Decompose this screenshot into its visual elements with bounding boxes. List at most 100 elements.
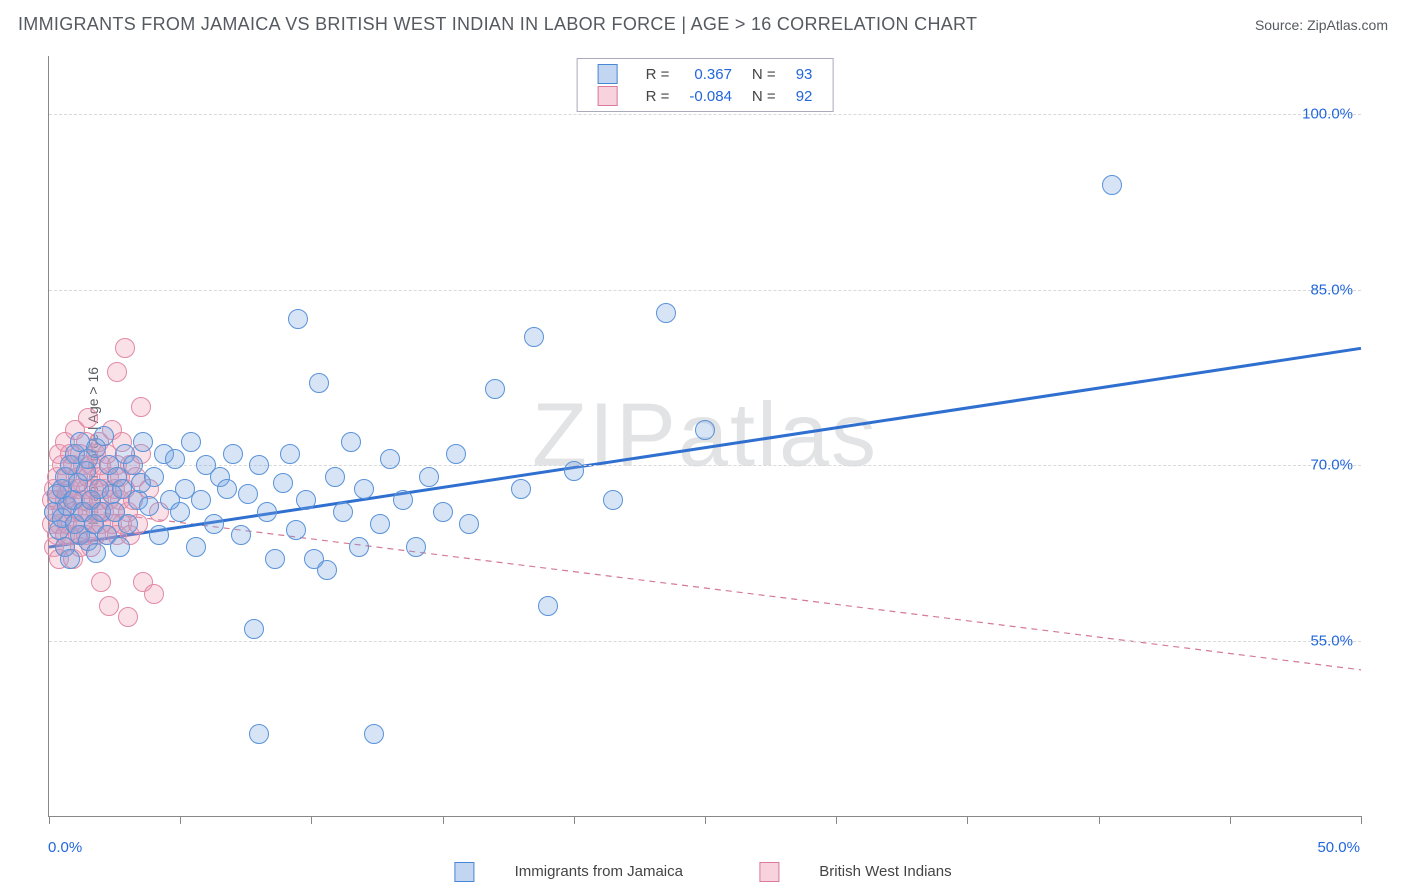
legend-row-pink: R = -0.084 N = 92 [588, 85, 823, 107]
data-point-blue [370, 514, 390, 534]
data-point-blue [524, 327, 544, 347]
data-point-blue [380, 449, 400, 469]
data-point-blue [564, 461, 584, 481]
data-point-blue [231, 525, 251, 545]
data-point-blue [406, 537, 426, 557]
x-tick [49, 816, 50, 824]
plot-area: ZIPatlas R = 0.367 N = 93 R = -0.084 N =… [48, 56, 1361, 817]
data-point-blue [94, 426, 114, 446]
data-point-blue [144, 467, 164, 487]
x-axis-label-left: 0.0% [48, 839, 82, 856]
r-value-pink: -0.084 [679, 85, 742, 107]
data-point-blue [170, 502, 190, 522]
data-point-blue [341, 432, 361, 452]
swatch-blue-icon [454, 862, 474, 882]
gridline [49, 114, 1361, 115]
title-bar: IMMIGRANTS FROM JAMAICA VS BRITISH WEST … [18, 14, 1388, 35]
data-point-blue [60, 549, 80, 569]
data-point-blue [265, 549, 285, 569]
data-point-blue [446, 444, 466, 464]
data-point-blue [149, 525, 169, 545]
data-point-blue [181, 432, 201, 452]
y-tick-label: 100.0% [1302, 106, 1353, 123]
x-tick [180, 816, 181, 824]
data-point-blue [538, 596, 558, 616]
r-label: R = [636, 63, 680, 85]
data-point-blue [603, 490, 623, 510]
x-tick [574, 816, 575, 824]
x-tick [443, 816, 444, 824]
data-point-blue [309, 373, 329, 393]
data-point-blue [217, 479, 237, 499]
trend-line-blue [49, 348, 1361, 547]
y-tick-label: 55.0% [1310, 632, 1353, 649]
data-point-blue [288, 309, 308, 329]
gridline [49, 290, 1361, 291]
legend-pink-label: British West Indians [819, 863, 951, 880]
data-point-pink [118, 607, 138, 627]
source-label: Source: ZipAtlas.com [1255, 17, 1388, 33]
data-point-blue [257, 502, 277, 522]
legend-blue-label: Immigrants from Jamaica [515, 863, 683, 880]
data-point-blue [317, 560, 337, 580]
data-point-pink [78, 408, 98, 428]
x-tick [1230, 816, 1231, 824]
x-tick [311, 816, 312, 824]
x-tick [1361, 816, 1362, 824]
data-point-pink [144, 584, 164, 604]
data-point-blue [296, 490, 316, 510]
data-point-blue [393, 490, 413, 510]
n-value-blue: 93 [786, 63, 823, 85]
x-tick [705, 816, 706, 824]
x-tick [1099, 816, 1100, 824]
legend-pink: British West Indians [741, 863, 969, 880]
data-point-blue [191, 490, 211, 510]
data-point-blue [133, 432, 153, 452]
chart-title: IMMIGRANTS FROM JAMAICA VS BRITISH WEST … [18, 14, 977, 35]
data-point-blue [1102, 175, 1122, 195]
data-point-blue [286, 520, 306, 540]
x-axis-label-right: 50.0% [1317, 839, 1360, 856]
data-point-blue [204, 514, 224, 534]
data-point-blue [354, 479, 374, 499]
r-label: R = [636, 85, 680, 107]
data-point-blue [165, 449, 185, 469]
data-point-blue [249, 455, 269, 475]
legend-correlation: R = 0.367 N = 93 R = -0.084 N = 92 [577, 58, 834, 112]
data-point-blue [273, 473, 293, 493]
data-point-blue [86, 543, 106, 563]
y-tick-label: 70.0% [1310, 457, 1353, 474]
data-point-blue [110, 537, 130, 557]
data-point-blue [118, 514, 138, 534]
legend-row-blue: R = 0.367 N = 93 [588, 63, 823, 85]
data-point-blue [349, 537, 369, 557]
data-point-blue [695, 420, 715, 440]
data-point-blue [223, 444, 243, 464]
data-point-blue [244, 619, 264, 639]
data-point-pink [115, 338, 135, 358]
legend-blue: Immigrants from Jamaica [436, 863, 705, 880]
data-point-blue [485, 379, 505, 399]
data-point-blue [238, 484, 258, 504]
gridline [49, 641, 1361, 642]
data-point-blue [419, 467, 439, 487]
x-tick [836, 816, 837, 824]
data-point-blue [333, 502, 353, 522]
n-label: N = [742, 63, 786, 85]
data-point-blue [459, 514, 479, 534]
n-value-pink: 92 [786, 85, 823, 107]
data-point-blue [325, 467, 345, 487]
n-label: N = [742, 85, 786, 107]
data-point-blue [364, 724, 384, 744]
data-point-pink [107, 362, 127, 382]
data-point-blue [511, 479, 531, 499]
data-point-pink [91, 572, 111, 592]
data-point-pink [99, 596, 119, 616]
data-point-blue [656, 303, 676, 323]
swatch-pink-icon [598, 86, 618, 106]
y-tick-label: 85.0% [1310, 281, 1353, 298]
legend-series: Immigrants from Jamaica British West Ind… [418, 862, 987, 882]
data-point-blue [186, 537, 206, 557]
data-point-blue [433, 502, 453, 522]
r-value-blue: 0.367 [679, 63, 742, 85]
